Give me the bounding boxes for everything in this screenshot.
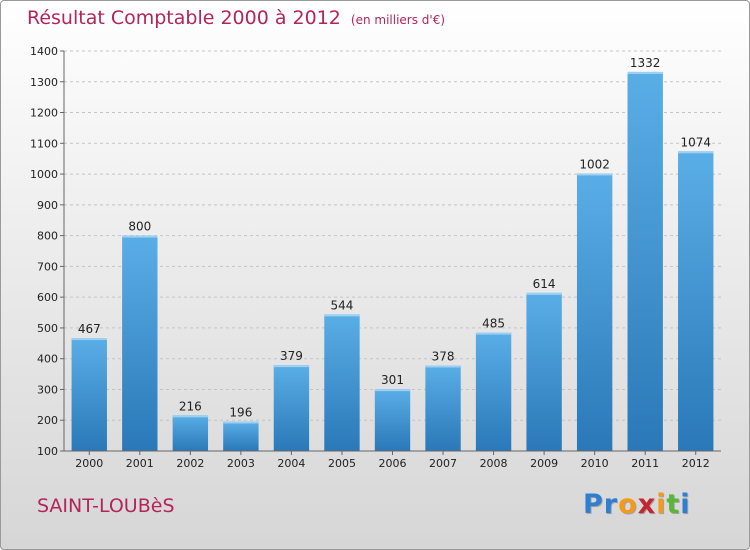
bar-2009 <box>526 292 562 451</box>
commune-name: SAINT-LOUBèS <box>37 495 175 517</box>
y-tick-label: 200 <box>37 414 58 427</box>
y-tick-label: 1200 <box>30 107 58 120</box>
bar-2005 <box>324 314 360 451</box>
bar-top-highlight <box>576 173 613 176</box>
bar-2004 <box>273 365 310 451</box>
bar-top-highlight <box>223 421 259 424</box>
bar-top-highlight <box>526 292 562 295</box>
x-tick-label-2011: 2011 <box>631 457 659 470</box>
x-tick-label-2008: 2008 <box>480 457 508 470</box>
logo-letter: P <box>583 489 604 520</box>
bar-2011 <box>627 71 663 451</box>
bar-top-highlight <box>122 235 158 238</box>
x-tick-label-2000: 2000 <box>75 457 103 470</box>
y-tick-label: 700 <box>37 260 58 273</box>
chart-title: Résultat Comptable 2000 à 2012 (en millie… <box>27 7 445 29</box>
y-axis: 100 200 300 400 500 600 700 800 900 1000 1100 1200 1… <box>30 45 65 458</box>
y-tick-label: 400 <box>37 353 58 366</box>
data-label-2001: 800 <box>128 220 151 234</box>
bar-top-highlight <box>273 365 310 368</box>
proxiti-logo: Proxiti <box>583 489 691 520</box>
bar-2007 <box>425 365 461 451</box>
x-tick-label-2006: 2006 <box>379 457 407 470</box>
x-tick-label-2009: 2009 <box>530 457 558 470</box>
bar-2002 <box>172 415 209 451</box>
x-axis: 2000 2001 2002 2003 2004 2005 2006 2007 2008 2009… <box>64 450 721 470</box>
title-unit: (en milliers d'€) <box>350 13 446 27</box>
data-label-2006: 301 <box>381 373 404 387</box>
x-tick-label-2007: 2007 <box>429 457 457 470</box>
bar-2000 <box>71 338 107 451</box>
data-label-2000: 467 <box>78 322 101 336</box>
data-label-2008: 485 <box>482 317 505 331</box>
logo-letter: t <box>666 489 681 520</box>
x-tick-label-2010: 2010 <box>581 457 609 470</box>
data-label-2003: 196 <box>229 405 252 419</box>
y-tick-label: 1400 <box>30 45 58 58</box>
bar-2001 <box>122 235 158 451</box>
logo-letter: r <box>603 489 619 520</box>
data-label-2011: 1332 <box>630 56 661 70</box>
bar-top-highlight <box>627 71 663 74</box>
y-tick-label: 800 <box>37 230 58 243</box>
x-tick-label-2005: 2005 <box>328 457 356 470</box>
data-label-2002: 216 <box>179 399 202 413</box>
bar-top-highlight <box>374 389 411 392</box>
bar-top-highlight <box>324 314 360 317</box>
bar-2008 <box>475 332 512 451</box>
logo-letter: i <box>680 489 691 520</box>
bar-2012 <box>678 151 714 452</box>
y-tick-label: 300 <box>37 383 58 396</box>
x-tick-label-2012: 2012 <box>682 457 710 470</box>
bar-top-highlight <box>172 415 209 418</box>
y-tick-label: 600 <box>37 291 58 304</box>
x-tick-label-2003: 2003 <box>227 457 255 470</box>
x-tick-label-2002: 2002 <box>176 457 204 470</box>
y-tick-label: 900 <box>37 199 58 212</box>
y-tick-label: 500 <box>37 322 58 335</box>
logo-letter: o <box>618 489 638 520</box>
bar-top-highlight <box>678 151 714 154</box>
bar-top-highlight <box>71 338 107 341</box>
bar-2010 <box>576 173 613 451</box>
data-label-2012: 1074 <box>680 135 711 149</box>
data-label-2005: 544 <box>331 298 354 312</box>
logo-letter: i <box>656 489 667 520</box>
data-label-2007: 378 <box>432 349 455 363</box>
x-tick-label-2004: 2004 <box>277 457 305 470</box>
logo-letter: x <box>637 489 657 520</box>
y-tick-label: 100 <box>37 445 58 458</box>
data-label-2004: 379 <box>280 349 303 363</box>
data-label-2010: 1002 <box>579 157 610 171</box>
y-tick-label: 1000 <box>30 168 58 181</box>
bar-2003 <box>223 421 259 451</box>
x-tick-label-2001: 2001 <box>126 457 154 470</box>
bars: 467 800 216 196 379 544 301 378 485 614 1002 1332 10… <box>71 56 714 452</box>
grid-lines <box>64 50 721 421</box>
bar-top-highlight <box>425 365 461 368</box>
y-tick-label: 1300 <box>30 76 58 89</box>
bar-top-highlight <box>475 332 512 335</box>
title-text: Résultat Comptable 2000 à 2012 <box>27 7 341 29</box>
data-label-2009: 614 <box>533 277 556 291</box>
y-tick-label: 1100 <box>30 137 58 150</box>
bar-2006 <box>374 389 411 451</box>
